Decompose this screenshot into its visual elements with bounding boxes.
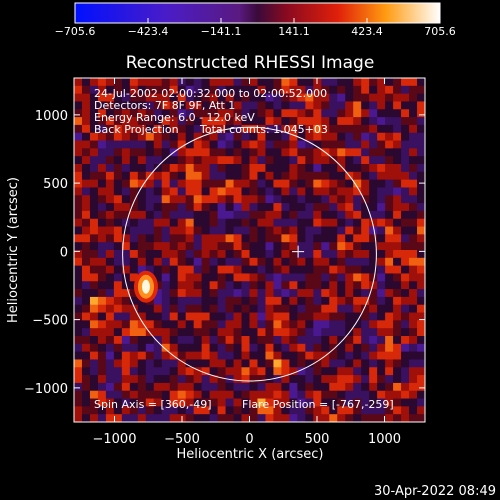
x-tick-label: −500 bbox=[164, 432, 200, 447]
annotation-detectors: Detectors: 7F 8F 9F, Att 1 bbox=[94, 99, 235, 112]
colorbar-gradient bbox=[74, 2, 441, 24]
plot-area: −1000 −500 0 500 1000 −1000 −500 0 500 1000 bbox=[24, 77, 426, 447]
chart-title: Reconstructed RHESSI Image bbox=[126, 53, 375, 73]
annotations: 24-Jul-2002 02:00:32.000 to 02:00:52.000… bbox=[94, 87, 394, 411]
y-tick-label: −1000 bbox=[24, 382, 68, 397]
spin-axis-crosshair bbox=[292, 245, 305, 258]
footer-timestamp: 30-Apr-2022 08:49 bbox=[374, 484, 496, 499]
x-tick-label: 1000 bbox=[368, 432, 401, 447]
y-tick-label: 0 bbox=[60, 245, 68, 260]
annotation-spin-axis: Spin Axis = [360,-49] bbox=[94, 398, 212, 411]
colorbar-tick-label: 705.6 bbox=[424, 25, 456, 38]
colorbar-tick-label: 141.1 bbox=[278, 25, 310, 38]
annotation-energy-range: Energy Range: 6.0 - 12.0 keV bbox=[94, 111, 255, 124]
annotation-total-counts: Total counts: 1.045+03 bbox=[199, 123, 328, 136]
colorbar-tick-label: −141.1 bbox=[201, 25, 242, 38]
colorbar-tick-label: 423.4 bbox=[351, 25, 383, 38]
y-axis-label: Heliocentric Y (arcsec) bbox=[6, 177, 21, 323]
x-tick-label: −1000 bbox=[93, 432, 137, 447]
y-tick-label: 1000 bbox=[35, 109, 68, 124]
annotation-flare-position: Flare Position = [-767,-259] bbox=[242, 398, 394, 411]
colorbar-tick-label: −423.4 bbox=[128, 25, 169, 38]
annotation-time-range: 24-Jul-2002 02:00:32.000 to 02:00:52.000 bbox=[94, 87, 327, 100]
y-tick-label: 500 bbox=[43, 177, 68, 192]
colorbar-tick-label: −705.6 bbox=[55, 25, 96, 38]
colorbar: −705.6 −423.4 −141.1 141.1 423.4 705.6 bbox=[55, 2, 456, 38]
annotation-method: Back Projection bbox=[94, 123, 179, 136]
x-tick-label: 0 bbox=[245, 432, 253, 447]
y-tick-label: −500 bbox=[32, 314, 68, 329]
x-tick-label: 500 bbox=[305, 432, 330, 447]
x-axis-label: Heliocentric X (arcsec) bbox=[177, 447, 324, 462]
heatmap-image bbox=[74, 78, 425, 422]
solar-disk-outline bbox=[122, 126, 377, 382]
